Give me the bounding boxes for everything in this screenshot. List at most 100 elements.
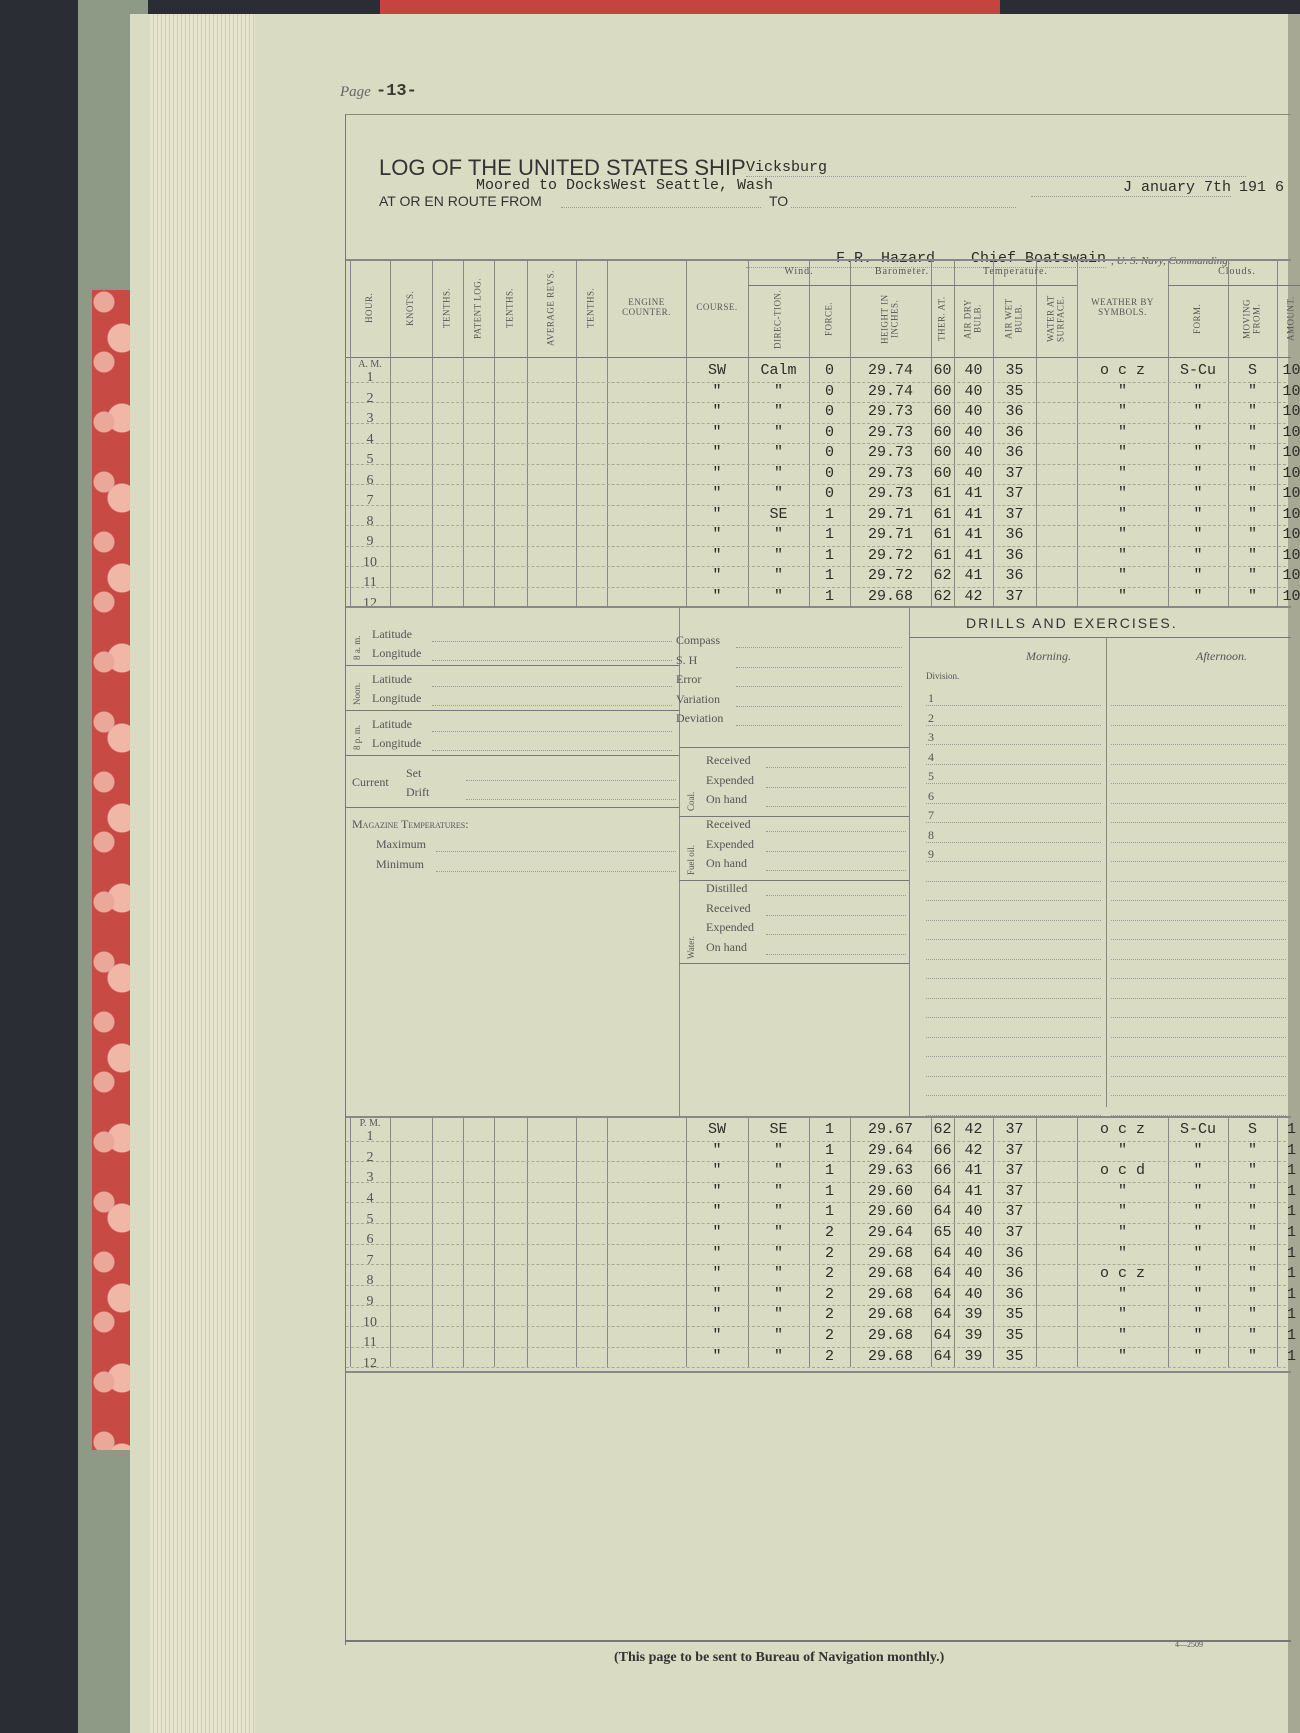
middle-divider-2 bbox=[909, 606, 910, 1116]
afternoon-line[interactable] bbox=[1111, 841, 1286, 843]
column-divider bbox=[954, 1116, 955, 1368]
afternoon-line[interactable] bbox=[1111, 919, 1286, 921]
column-divider bbox=[576, 261, 577, 357]
morning-line[interactable] bbox=[926, 1056, 1101, 1057]
am-cell-ther-at: 62 bbox=[933, 587, 952, 605]
column-divider bbox=[809, 1116, 810, 1368]
afternoon-line[interactable] bbox=[1111, 744, 1286, 745]
morning-line[interactable] bbox=[926, 958, 1101, 960]
morning-line[interactable] bbox=[926, 900, 1101, 901]
morning-line[interactable] bbox=[926, 783, 1101, 784]
pm-cell-wet-bulb: 35 bbox=[1005, 1327, 1024, 1344]
am-cell-dry-bulb: 40 bbox=[964, 382, 983, 400]
water-field: Distilled bbox=[706, 881, 748, 895]
compass-field: S. H bbox=[676, 652, 698, 667]
log-form: LOG OF THE UNITED STATES SHIP Vicksburg … bbox=[345, 114, 1300, 1645]
morning-line[interactable] bbox=[926, 763, 1101, 765]
pm-cell-course: " bbox=[712, 1162, 722, 1180]
am-cell-weather: " bbox=[1117, 526, 1127, 543]
division-number: 7 bbox=[928, 808, 934, 822]
am-cell-moving-from: " bbox=[1247, 382, 1257, 400]
column-divider bbox=[494, 357, 495, 607]
am-cell-weather: " bbox=[1117, 464, 1127, 482]
morning-line[interactable] bbox=[926, 744, 1101, 745]
morning-line[interactable] bbox=[926, 880, 1101, 882]
column-header-weather: Weather by Symbols. bbox=[1091, 297, 1154, 317]
am-cell-ther-at: 61 bbox=[933, 546, 952, 564]
column-header-engine-counter: Engine Counter. bbox=[622, 297, 671, 317]
log-title: LOG OF THE UNITED STATES SHIP bbox=[379, 155, 746, 180]
column-divider bbox=[463, 261, 464, 357]
column-header-amount: Amount. bbox=[1285, 296, 1296, 342]
morning-line[interactable] bbox=[926, 1075, 1101, 1077]
am-cell-wet-bulb: 36 bbox=[1005, 567, 1024, 584]
column-header-wet-bulb: Air Wet Bulb. bbox=[1003, 298, 1024, 340]
pm-cell-height: 29.68 bbox=[867, 1306, 913, 1324]
pm-cell-height: 29.68 bbox=[867, 1285, 913, 1303]
pm-label: P. M. bbox=[359, 1118, 381, 1129]
am-cell-form: " bbox=[1193, 444, 1203, 461]
column-divider bbox=[954, 357, 955, 607]
latitude-field: Latitude bbox=[372, 717, 412, 731]
afternoon-line[interactable] bbox=[1111, 900, 1286, 901]
am-cell-ther-at: 60 bbox=[933, 423, 952, 441]
am-cell-course: " bbox=[712, 505, 722, 523]
pm-cell-wet-bulb: 37 bbox=[1005, 1162, 1024, 1180]
am-cell-course: " bbox=[712, 587, 722, 605]
afternoon-line[interactable] bbox=[1111, 1017, 1286, 1018]
afternoon-line[interactable] bbox=[1111, 724, 1286, 726]
form-number: 4—2509 bbox=[1175, 1640, 1203, 1649]
morning-line[interactable] bbox=[926, 822, 1101, 823]
morning-line[interactable] bbox=[926, 978, 1101, 979]
pm-cell-force: 1 bbox=[824, 1141, 834, 1159]
morning-line[interactable] bbox=[926, 724, 1101, 726]
column-divider bbox=[993, 357, 994, 607]
am-cell-moving-from: " bbox=[1247, 403, 1257, 420]
am-cell-course: " bbox=[712, 464, 722, 482]
column-divider bbox=[1036, 1116, 1037, 1368]
afternoon-line[interactable] bbox=[1111, 1056, 1286, 1057]
am-cell-wet-bulb: 36 bbox=[1005, 444, 1024, 461]
afternoon-line[interactable] bbox=[1111, 958, 1286, 960]
morning-line[interactable] bbox=[926, 861, 1101, 862]
afternoon-line[interactable] bbox=[1111, 1114, 1286, 1116]
afternoon-line[interactable] bbox=[1111, 822, 1286, 823]
column-divider bbox=[1077, 357, 1078, 607]
middle-divider-1 bbox=[679, 606, 680, 1116]
afternoon-line[interactable] bbox=[1111, 1036, 1286, 1038]
morning-line[interactable] bbox=[926, 1114, 1101, 1116]
pm-cell-direction: " bbox=[773, 1224, 783, 1241]
am-cell-height: 29.73 bbox=[867, 403, 913, 420]
morning-line[interactable] bbox=[926, 1095, 1101, 1096]
coal-divider bbox=[679, 815, 909, 817]
morning-line[interactable] bbox=[926, 802, 1101, 804]
pm-cell-height: 29.60 bbox=[867, 1182, 913, 1200]
afternoon-line[interactable] bbox=[1111, 1095, 1286, 1096]
afternoon-line[interactable] bbox=[1111, 939, 1286, 940]
afternoon-line[interactable] bbox=[1111, 978, 1286, 979]
division-number: 3 bbox=[928, 730, 934, 744]
pm-cell-force: 1 bbox=[824, 1162, 834, 1180]
morning-line[interactable] bbox=[926, 841, 1101, 843]
afternoon-line[interactable] bbox=[1111, 880, 1286, 882]
am-cell-wet-bulb: 36 bbox=[1005, 403, 1024, 420]
afternoon-line[interactable] bbox=[1111, 705, 1286, 706]
morning-line[interactable] bbox=[926, 1017, 1101, 1018]
am-row: " " 1 29.68 62 42 37 " " " 10 bbox=[346, 587, 1300, 608]
morning-line[interactable] bbox=[926, 997, 1101, 999]
afternoon-line[interactable] bbox=[1111, 1075, 1286, 1077]
date: J anuary 7th bbox=[1031, 179, 1231, 197]
am-cell-weather: " bbox=[1117, 567, 1127, 584]
afternoon-line[interactable] bbox=[1111, 861, 1286, 862]
morning-line[interactable] bbox=[926, 705, 1101, 706]
pm-cell-course: " bbox=[712, 1224, 722, 1241]
morning-line[interactable] bbox=[926, 919, 1101, 921]
morning-line[interactable] bbox=[926, 1036, 1101, 1038]
afternoon-line[interactable] bbox=[1111, 802, 1286, 804]
morning-line[interactable] bbox=[926, 939, 1101, 940]
afternoon-line[interactable] bbox=[1111, 783, 1286, 784]
column-divider bbox=[1277, 357, 1278, 607]
afternoon-line[interactable] bbox=[1111, 997, 1286, 999]
pm-cell-direction: " bbox=[773, 1182, 783, 1200]
afternoon-line[interactable] bbox=[1111, 763, 1286, 765]
